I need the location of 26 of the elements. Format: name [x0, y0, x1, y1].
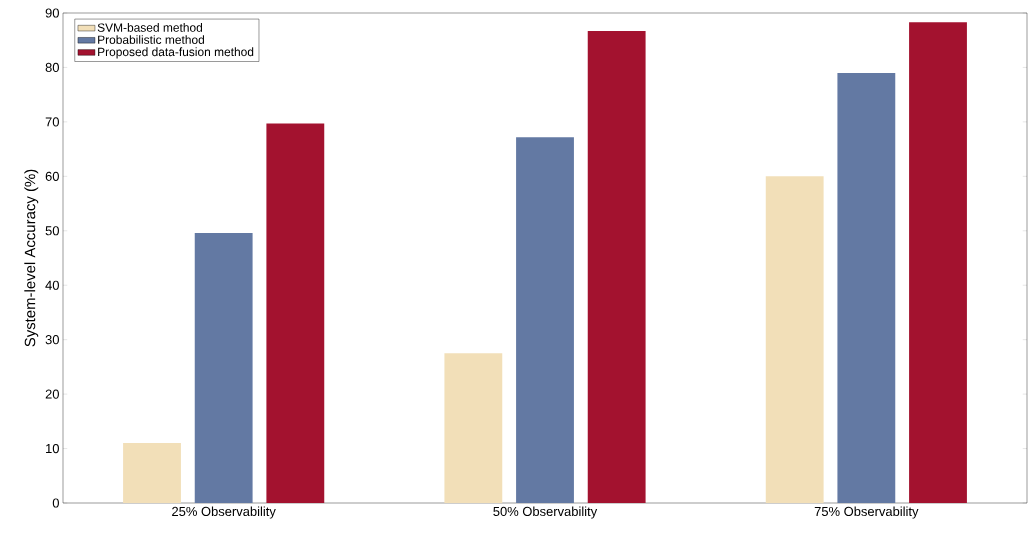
y-tick-label: 0 — [52, 498, 59, 508]
bar — [765, 176, 824, 503]
y-tick-label: 10 — [46, 443, 59, 454]
y-tick-label: 50 — [45, 226, 59, 236]
x-tick-label: 75% Observability — [814, 506, 919, 519]
bar — [516, 137, 574, 503]
bar — [837, 72, 896, 503]
legend-label: Probabilistic method — [98, 35, 204, 44]
y-tick-label: 90 — [45, 8, 59, 18]
x-tick-label: 25% Observability — [172, 506, 276, 519]
x-tick-label: 50% Observability — [493, 506, 598, 519]
bar — [587, 30, 646, 503]
y-axis-title: System-level Accuracy (%) — [24, 169, 39, 347]
legend-label: SVM-based method — [97, 23, 203, 32]
bar — [266, 123, 325, 503]
bar — [444, 353, 503, 503]
bar — [194, 232, 253, 503]
bar — [909, 22, 967, 503]
bar — [123, 443, 181, 503]
y-tick-label: 70 — [45, 117, 59, 127]
y-tick-label: 20 — [45, 389, 59, 399]
legend-label: Proposed data-fusion method — [98, 47, 254, 59]
y-tick-label: 30 — [45, 335, 59, 345]
y-tick-label: 80 — [45, 62, 59, 73]
y-tick-label: 40 — [45, 280, 59, 290]
y-tick-label: 60 — [45, 171, 59, 181]
